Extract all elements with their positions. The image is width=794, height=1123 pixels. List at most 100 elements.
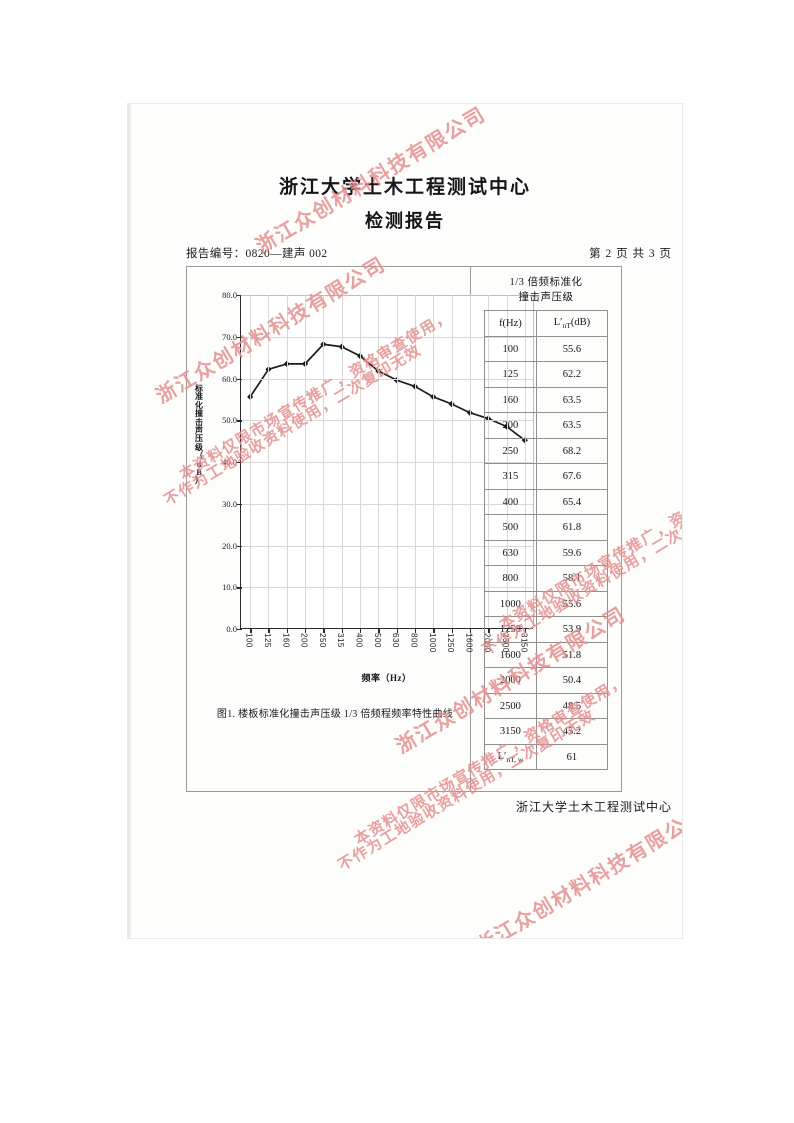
y-axis-tick bbox=[237, 336, 242, 339]
column-header-level: L′nT(dB) bbox=[535, 310, 609, 337]
cell-level: 55.6 bbox=[535, 335, 609, 363]
grid-line-vertical bbox=[378, 295, 380, 628]
y-tick-label: 0.0 bbox=[226, 624, 237, 634]
grid-line-vertical bbox=[396, 295, 398, 628]
cell-level: 61.8 bbox=[535, 514, 609, 541]
cell-level: 48.5 bbox=[535, 692, 609, 720]
y-axis-title-char: ） bbox=[195, 476, 203, 486]
page-indicator: 第 2 页 共 3 页 bbox=[589, 248, 672, 260]
x-tick-label: 1600 bbox=[464, 633, 474, 653]
x-axis-tick bbox=[305, 628, 307, 633]
table-row: 2000 50.4 bbox=[484, 667, 609, 694]
grid-line-vertical bbox=[414, 295, 416, 628]
table-summary-row: L′nT, w 61 bbox=[484, 743, 609, 771]
table-row: 160 63.5 bbox=[484, 386, 609, 414]
grid-line-vertical bbox=[433, 295, 435, 628]
cell-level: 53.9 bbox=[535, 616, 609, 643]
table-row: 1600 51.8 bbox=[484, 641, 609, 669]
x-tick-label: 630 bbox=[391, 633, 401, 648]
x-axis-tick bbox=[433, 628, 435, 633]
x-tick-label: 315 bbox=[336, 633, 346, 648]
table-row: 100 55.6 bbox=[484, 335, 609, 363]
y-axis-title-char: 撞 bbox=[195, 409, 203, 419]
cell-frequency: 250 bbox=[484, 437, 537, 465]
x-axis-tick bbox=[286, 628, 289, 633]
table-row: 1250 53.9 bbox=[484, 616, 609, 643]
table-row: 3150 45.2 bbox=[484, 718, 609, 745]
chart-y-axis-title: 标准化撞击声压级（d B） bbox=[192, 384, 206, 486]
y-tick-label: 20.0 bbox=[222, 540, 237, 551]
y-tick-label: 70.0 bbox=[222, 331, 237, 342]
scanned-report-page: 浙江大学土木工程测试中心 检测报告 报告编号：0820—建声 002 第 2 页… bbox=[128, 104, 682, 938]
table-header-row: f(Hz) L′nT(dB) bbox=[484, 310, 609, 337]
column-header-frequency: f(Hz) bbox=[484, 310, 537, 337]
x-axis-tick bbox=[414, 628, 417, 633]
chart-y-tick-labels: 0.0 10.0 20.0 30.0 40.0 50.0 60.0 70.0 80.0 bbox=[207, 290, 237, 634]
page-subtitle: 检测报告 bbox=[365, 211, 445, 231]
cell-level: 65.4 bbox=[535, 488, 609, 516]
level-subscript: nT bbox=[562, 321, 571, 331]
y-axis-title-char: 压 bbox=[195, 434, 203, 444]
table-row: 250 68.2 bbox=[484, 437, 609, 465]
y-axis-title-char: （ bbox=[195, 451, 203, 461]
cell-frequency: 200 bbox=[484, 412, 537, 439]
series-marker bbox=[430, 393, 437, 400]
cell-level: 63.5 bbox=[535, 412, 609, 439]
y-axis-title-char: 化 bbox=[195, 400, 203, 410]
chart-x-axis-title: 频率（Hz） bbox=[361, 673, 412, 683]
x-tick-label: 100 bbox=[244, 633, 254, 648]
cell-frequency: 125 bbox=[484, 361, 537, 388]
x-axis-tick bbox=[341, 628, 344, 633]
report-meta-row: 报告编号：0820—建声 002 第 2 页 共 3 页 bbox=[128, 245, 682, 261]
y-axis-title-char: 准 bbox=[195, 392, 203, 402]
series-line bbox=[249, 343, 526, 441]
table-row: 315 67.6 bbox=[484, 463, 609, 490]
table-row: 800 58.1 bbox=[484, 565, 609, 592]
report-number: 报告编号：0820—建声 002 bbox=[186, 248, 328, 260]
level-symbol: L′ bbox=[553, 317, 563, 329]
grid-line-vertical bbox=[360, 295, 362, 628]
summary-subscript: nT, w bbox=[506, 754, 524, 764]
y-axis-title-char: 标 bbox=[195, 384, 203, 393]
plot-top-border bbox=[241, 295, 533, 296]
x-tick-label: 200 bbox=[299, 633, 309, 648]
table-row: 1000 55.6 bbox=[484, 590, 609, 618]
summary-symbol: L′ bbox=[497, 750, 507, 762]
x-tick-label: 125 bbox=[262, 633, 272, 648]
cell-frequency: 100 bbox=[484, 335, 537, 363]
y-axis-tick bbox=[237, 545, 242, 547]
cell-level: 45.2 bbox=[535, 718, 609, 745]
grid-line-vertical bbox=[268, 295, 270, 628]
x-axis-tick bbox=[268, 628, 270, 633]
y-tick-label: 60.0 bbox=[222, 373, 237, 384]
cell-frequency: 500 bbox=[484, 514, 537, 541]
y-tick-label: 10.0 bbox=[222, 582, 237, 593]
cell-frequency: 1000 bbox=[484, 590, 537, 618]
cell-level: 63.5 bbox=[535, 386, 609, 414]
cell-level: 51.8 bbox=[535, 641, 609, 669]
cell-frequency: 1600 bbox=[484, 641, 537, 669]
cell-frequency: 160 bbox=[484, 386, 537, 414]
table-caption-line-2: 撞击声压级 bbox=[518, 292, 574, 304]
cell-frequency: 1250 bbox=[484, 616, 537, 643]
table-row: 630 59.6 bbox=[484, 539, 609, 567]
table-caption: 1/3 倍频标准化 撞击声压级 bbox=[471, 271, 621, 310]
cell-frequency: 630 bbox=[484, 539, 537, 567]
y-axis-tick bbox=[237, 420, 242, 422]
table-row: 400 65.4 bbox=[484, 488, 609, 516]
cell-frequency: 2500 bbox=[484, 692, 537, 720]
y-tick-label: 50.0 bbox=[222, 415, 237, 426]
y-tick-label: 30.0 bbox=[222, 498, 237, 509]
y-axis-title-char: 击 bbox=[195, 417, 203, 427]
table-row: 200 63.5 bbox=[484, 412, 609, 439]
x-tick-label: 800 bbox=[409, 633, 419, 648]
table-row: 2500 48.5 bbox=[484, 692, 609, 720]
cell-level: 55.6 bbox=[535, 590, 609, 618]
y-tick-label: 40.0 bbox=[222, 457, 237, 467]
table-row: 500 61.8 bbox=[484, 514, 609, 541]
y-axis-tick bbox=[237, 462, 242, 464]
grid-line-horizontal bbox=[241, 503, 533, 505]
data-table-cell: 1/3 倍频标准化 撞击声压级 f(Hz) L′nT(dB) 100 55.6 12… bbox=[471, 267, 621, 791]
y-axis-tick bbox=[237, 587, 242, 589]
x-axis-tick bbox=[323, 628, 325, 633]
